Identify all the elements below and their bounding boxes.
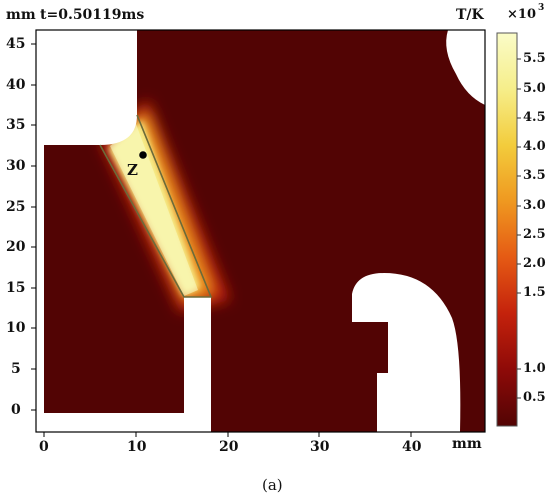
upper-left-electrode [36, 30, 137, 413]
colorbar-tick-label: 4.5 [523, 110, 546, 125]
geometry-void [36, 30, 485, 432]
colorbar-multiplier-exponent: 3 [538, 3, 545, 13]
plot-frame [35, 29, 486, 433]
center-post [184, 297, 211, 432]
y-tick-label: 20 [6, 239, 26, 255]
x-tick-label: 30 [310, 439, 330, 455]
x-tick-label: 10 [127, 439, 147, 455]
colorbar [496, 32, 518, 427]
channel-outline [99, 114, 213, 298]
colorbar-tick-label: 2.0 [523, 256, 546, 271]
x-tick-label: 40 [402, 439, 422, 455]
y-tick-label: 5 [11, 361, 21, 377]
y-tick-label: 0 [11, 402, 21, 418]
colorbar-tick-label: 2.5 [523, 227, 546, 242]
top-right-cutout [446, 30, 485, 105]
y-tick-label: 40 [6, 77, 26, 93]
y-axis-unit: mm [6, 7, 36, 23]
y-tick-label: 35 [6, 117, 26, 133]
y-tick-label: 15 [6, 280, 26, 296]
colorbar-title: T/K [456, 7, 484, 23]
colorbar-tick-label: 5.0 [523, 81, 546, 96]
right-electrode [352, 273, 461, 432]
y-tick-label: 25 [6, 199, 26, 215]
y-tick-label: 45 [6, 36, 26, 52]
colorbar-tick-label: 3.0 [523, 198, 546, 213]
time-label: t=0.50119ms [40, 7, 145, 23]
colorbar-tick-label: 4.0 [523, 139, 546, 154]
left-strip [36, 413, 184, 432]
channel-core [110, 124, 198, 296]
y-axis-ticks [31, 43, 36, 411]
x-axis-unit: mm [452, 436, 482, 452]
colorbar-ticks [517, 58, 521, 399]
colorbar-tick-label: 3.5 [523, 168, 546, 183]
figure-caption: (a) [262, 476, 283, 494]
y-tick-label: 30 [6, 158, 26, 174]
colorbar-tick-label: 5.5 [523, 51, 546, 66]
colorbar-tick-label: 0.5 [523, 390, 546, 405]
point-z-marker [139, 151, 147, 159]
y-tick-label: 10 [6, 320, 26, 336]
x-tick-label: 20 [219, 439, 239, 455]
colorbar-multiplier: ×10 [507, 7, 536, 22]
x-axis-ticks [43, 432, 412, 437]
point-z-label: Z [127, 161, 138, 179]
colorbar-tick-label: 1.5 [523, 285, 546, 300]
colorbar-tick-label: 1.0 [523, 361, 546, 376]
x-tick-label: 0 [39, 439, 49, 455]
